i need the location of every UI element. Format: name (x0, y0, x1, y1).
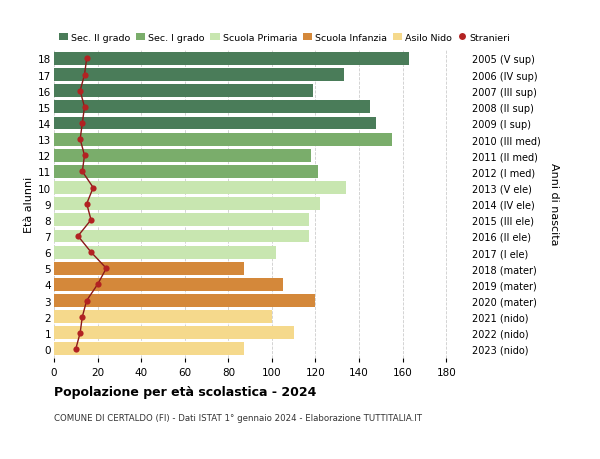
Point (80, 72, 89, 79)
Point (76, 88, 85, 95)
Text: Popolazione per età scolastica - 2024: Popolazione per età scolastica - 2024 (54, 386, 316, 398)
Bar (54, 182, 346, 195)
Point (86, 217, 96, 224)
Bar (54, 230, 309, 243)
Point (77, 313, 87, 321)
Point (101, 265, 111, 272)
Bar (54, 294, 316, 308)
Bar (54, 166, 317, 179)
Point (76, 330, 85, 337)
Point (93, 281, 103, 288)
Point (82, 56, 91, 63)
Bar (54, 327, 293, 340)
Bar (54, 262, 244, 275)
Bar (54, 69, 344, 82)
Point (80, 152, 89, 160)
Point (73, 233, 83, 240)
Legend: Sec. II grado, Sec. I grado, Scuola Primaria, Scuola Infanzia, Asilo Nido, Stran: Sec. II grado, Sec. I grado, Scuola Prim… (59, 34, 511, 43)
Bar (54, 85, 313, 98)
Y-axis label: Anni di nascita: Anni di nascita (549, 163, 559, 246)
Bar (54, 311, 272, 324)
Point (82, 297, 91, 304)
Point (77, 120, 87, 128)
Point (82, 201, 91, 208)
Bar (54, 53, 409, 66)
Point (80, 104, 89, 112)
Text: COMUNE DI CERTALDO (FI) - Dati ISTAT 1° gennaio 2024 - Elaborazione TUTTITALIA.I: COMUNE DI CERTALDO (FI) - Dati ISTAT 1° … (54, 413, 422, 422)
Point (86, 249, 96, 256)
Point (71, 346, 80, 353)
Bar (54, 134, 392, 146)
Bar (54, 118, 376, 130)
Bar (54, 246, 276, 259)
Bar (54, 278, 283, 291)
Bar (54, 214, 309, 227)
Bar (54, 343, 244, 356)
Bar (54, 198, 320, 211)
Bar (54, 150, 311, 162)
Point (88, 185, 98, 192)
Point (76, 136, 85, 144)
Y-axis label: Età alunni: Età alunni (24, 176, 34, 232)
Bar (54, 101, 370, 114)
Point (77, 168, 87, 176)
